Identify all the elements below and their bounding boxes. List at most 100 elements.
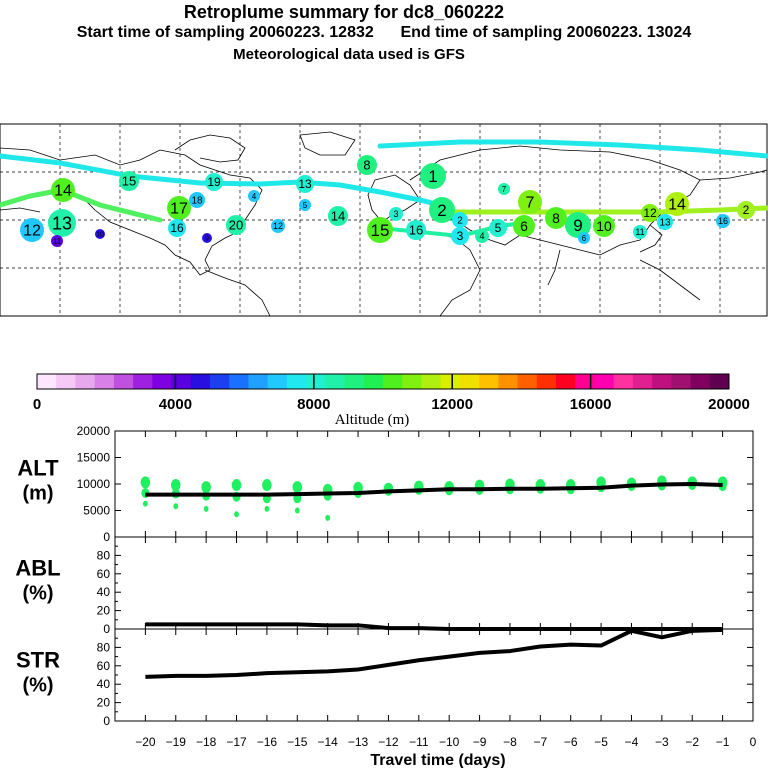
colorbar-swatch [575, 374, 595, 389]
y-tick-label: 60 [97, 659, 111, 673]
colorbar-swatch [594, 374, 615, 389]
map-marker [641, 204, 659, 222]
map-marker-label: 14 [54, 183, 72, 200]
map-markers: 2161413121110987654321161514131220191817… [20, 155, 755, 247]
map-marker [518, 190, 542, 214]
colorbar-tick-label: 4000 [159, 396, 192, 413]
x-tick-label: −12 [378, 735, 399, 749]
map-marker-label: 7 [502, 185, 507, 194]
colorbar-swatch [248, 374, 269, 389]
colorbar-swatch [671, 374, 692, 389]
colorbar-tick-label: 8000 [297, 396, 330, 413]
colorbar-tick-label: 20000 [708, 396, 750, 413]
map-marker [189, 192, 205, 208]
sampling-time-line: Start time of sampling 20060223. 12832 E… [76, 24, 692, 41]
map-marker [578, 232, 590, 244]
colorbar-swatch [421, 374, 442, 389]
map-marker-label: 6 [520, 218, 528, 234]
map-marker [716, 214, 730, 228]
trajectory-path [0, 153, 443, 208]
colorbar-swatch [498, 374, 519, 389]
x-tick-label: −16 [257, 735, 278, 749]
alt-scatter-point [294, 507, 300, 514]
y-tick-label: 10000 [77, 477, 111, 491]
map-marker [498, 183, 510, 195]
alt-scatter-point [264, 505, 270, 512]
map-marker [665, 192, 689, 216]
colorbar-swatch [690, 374, 711, 389]
map-marker-label: 8 [552, 210, 560, 226]
colorbar-swatch [344, 374, 365, 389]
map-marker-label: 5 [303, 201, 308, 210]
map-marker [328, 206, 348, 226]
map-marker-label: 6 [582, 234, 587, 243]
map-marker [593, 215, 615, 237]
map-marker [389, 207, 403, 221]
colorbar-swatch [652, 374, 672, 389]
map-marker [429, 197, 455, 223]
map-marker-label: 14 [331, 209, 345, 224]
y-tick-label: 0 [103, 530, 110, 544]
map-marker [167, 196, 191, 220]
map-marker-label: 4 [252, 192, 257, 201]
y-tick-label: 15000 [77, 451, 111, 465]
y-tick-label: 40 [97, 677, 111, 691]
map-marker-label: 13 [298, 177, 312, 191]
colorbar-swatch [113, 374, 134, 389]
colorbar-tick-label: 0 [33, 396, 41, 413]
colorbar-swatch [171, 374, 192, 389]
y-tick-label: 40 [97, 585, 111, 599]
trajectory-path [447, 205, 768, 215]
x-axis-label: Travel time (days) [370, 752, 505, 768]
alt-scatter-point [201, 481, 211, 494]
map-coastlines [0, 131, 768, 317]
map-marker [168, 219, 186, 237]
alt-scatter-point [173, 503, 179, 510]
panel-alt: 20000 15000 10000 5000 0 ALT(m) [17, 424, 754, 544]
colorbar-label: Altitude (m) [335, 412, 410, 428]
map-marker [20, 218, 44, 242]
x-tick-label: −11 [409, 735, 429, 749]
map-marker [633, 225, 647, 239]
colorbar-frame [36, 373, 730, 390]
colorbar-swatch [56, 374, 76, 389]
map-marker [51, 235, 63, 247]
map-marker-label: 3 [457, 229, 464, 243]
y-tick-label: 80 [97, 548, 111, 562]
x-tick-label: 0 [750, 735, 757, 749]
panel-label: ABL [15, 556, 60, 581]
alt-scatter-point [203, 505, 209, 512]
chart-title: Retroplume summary for dc8_060222 [183, 2, 505, 22]
map-marker [475, 229, 489, 243]
colorbar-swatch [363, 374, 384, 389]
map-marker [452, 212, 468, 228]
x-tick-label: −10 [439, 735, 460, 749]
alt-scatter-point [231, 479, 242, 492]
map-marker-label: 2 [437, 201, 446, 220]
map-marker [545, 207, 567, 229]
map-marker-label: 2 [743, 203, 750, 217]
map-marker [299, 199, 311, 211]
y-tick-label: 20 [97, 604, 111, 618]
map-marker [205, 173, 223, 191]
colorbar-swatch [286, 374, 307, 389]
map-marker-label: 7 [526, 195, 535, 212]
map-marker [226, 215, 246, 235]
map-marker-label: 11 [635, 227, 644, 237]
alt-scatter-point [262, 479, 272, 492]
panel-unit-label: (%) [22, 675, 53, 697]
map-marker-label: 12 [273, 221, 283, 231]
colorbar-swatch [190, 374, 211, 389]
colorbar-swatch [325, 374, 346, 389]
panel-str: 80 60 40 20 0 STR(%) [16, 627, 754, 728]
map-marker-label: 10 [96, 231, 104, 238]
x-tick-label: −3 [655, 735, 669, 749]
map-marker-label: 9 [573, 216, 582, 235]
colorbar-swatch [709, 374, 730, 389]
map-marker-label: 19 [207, 175, 221, 189]
x-tick-label: −15 [287, 735, 308, 749]
map-marker [451, 227, 469, 245]
map-marker [119, 171, 139, 191]
panel-label: ALT [17, 456, 59, 481]
